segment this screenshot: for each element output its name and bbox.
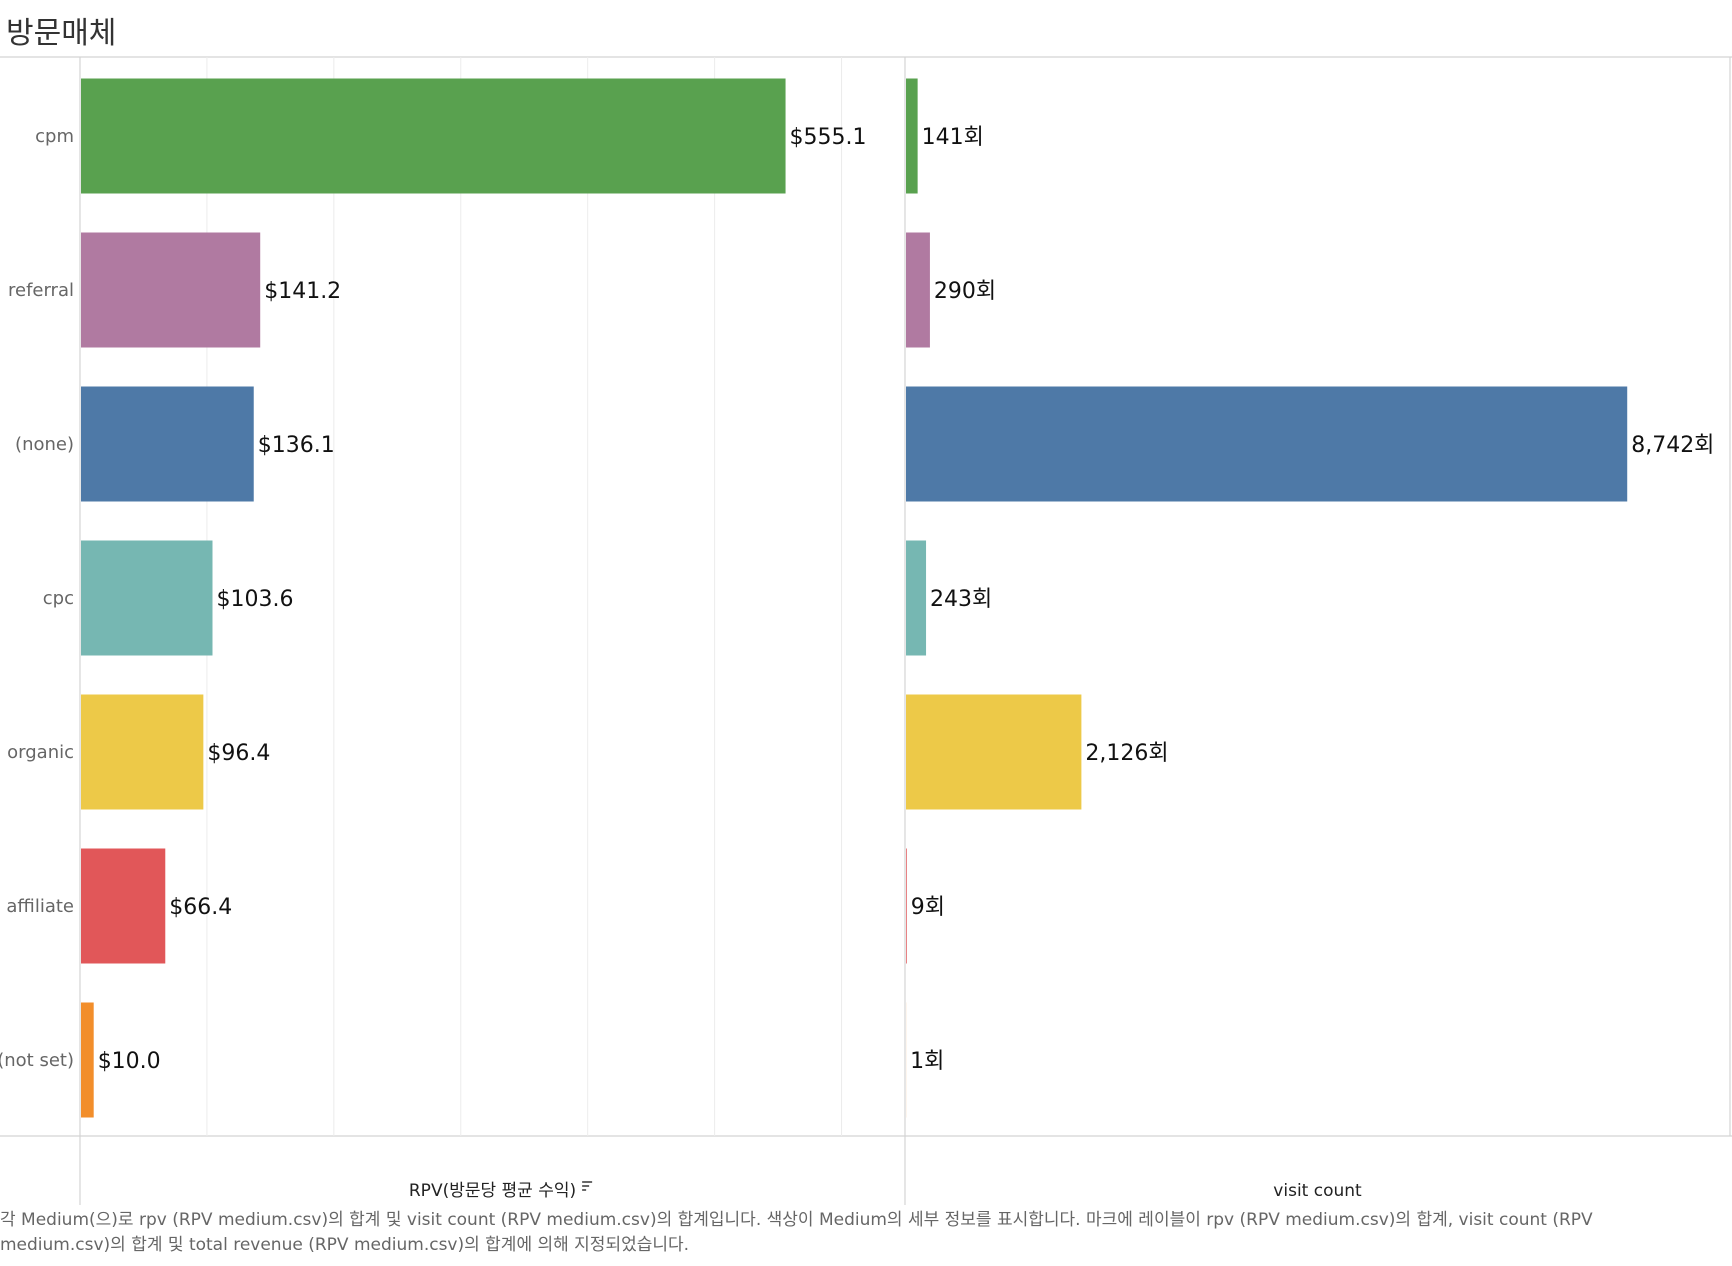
category-label: organic xyxy=(7,742,74,763)
bar-1-4 xyxy=(906,694,1082,810)
data-label: $103.6 xyxy=(216,587,293,612)
category-label: cpm xyxy=(35,126,74,147)
chart-caption: 각 Medium(으)로 rpv (RPV medium.csv)의 합계 및 … xyxy=(0,1210,1593,1255)
category-label: affiliate xyxy=(6,896,74,917)
category-label: referral xyxy=(8,280,74,301)
data-label: $555.1 xyxy=(790,125,867,150)
data-label: $141.2 xyxy=(264,279,341,304)
data-label: $136.1 xyxy=(258,433,335,458)
bar-0-3 xyxy=(81,540,213,656)
bar-0-4 xyxy=(81,694,204,810)
bar-1-5 xyxy=(906,848,907,964)
bar-0-6 xyxy=(81,1002,94,1118)
data-label: 141회 xyxy=(922,125,984,150)
bar-1-1 xyxy=(906,232,930,348)
data-label: $96.4 xyxy=(207,741,270,766)
data-label: 290회 xyxy=(934,279,996,304)
bar-0-5 xyxy=(81,848,166,964)
bar-0-2 xyxy=(81,386,254,502)
bar-chart: $555.1 $141.2 $136.1 $103.6 $96.4 $66.4 $10.0 R… xyxy=(0,56,1732,1205)
data-label: 9회 xyxy=(911,895,945,920)
bar-1-3 xyxy=(906,540,927,656)
bar-1-2 xyxy=(906,386,1628,502)
axis-title: RPV(방문당 평균 수익) xyxy=(409,1181,576,1201)
page-title: 방문매체 xyxy=(6,16,117,51)
bar-1-0 xyxy=(906,78,918,194)
category-label: (not set) xyxy=(0,1050,74,1071)
data-label: $10.0 xyxy=(98,1049,161,1074)
axis-title: visit count xyxy=(1273,1181,1362,1201)
data-label: $66.4 xyxy=(169,895,232,920)
data-label: 243회 xyxy=(930,587,992,612)
data-label: 8,742회 xyxy=(1631,433,1714,458)
data-label: 1회 xyxy=(910,1049,944,1074)
bar-0-0 xyxy=(81,78,786,194)
data-label: 2,126회 xyxy=(1085,741,1168,766)
category-label: (none) xyxy=(15,434,74,455)
category-label: cpc xyxy=(43,588,74,609)
bar-0-1 xyxy=(81,232,261,348)
